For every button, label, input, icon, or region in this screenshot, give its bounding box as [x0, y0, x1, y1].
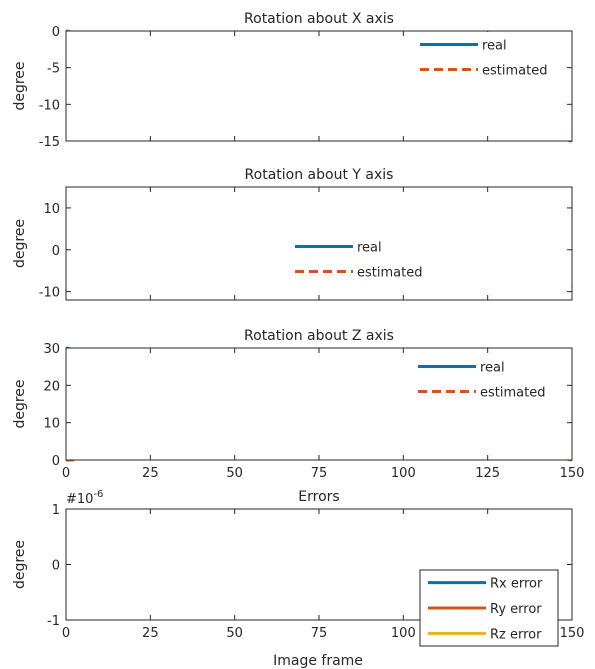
x-tick-label: 75 — [311, 626, 328, 641]
y-tick-label: -10 — [39, 98, 60, 113]
x-tick-label: 50 — [226, 466, 243, 481]
x-tick-label: 0 — [62, 466, 70, 481]
legend-label: Ry error — [490, 602, 542, 617]
x-tick-label: 50 — [226, 626, 243, 641]
y-tick-label: 10 — [43, 202, 60, 217]
exponent-power: -6 — [93, 489, 103, 500]
legend-label: estimated — [357, 266, 422, 281]
legend-label: Rx error — [490, 577, 543, 592]
y-tick-label: 1 — [52, 503, 60, 518]
x-tick-label: 25 — [142, 626, 159, 641]
y-tick-label: -5 — [47, 62, 60, 77]
x-axis-label: Image frame — [273, 653, 363, 669]
legend-label: Rz error — [490, 627, 542, 642]
legend-label: estimated — [480, 386, 545, 401]
y-exponent-label: #10-6 — [66, 489, 103, 507]
y-tick-label: 0 — [52, 454, 60, 469]
legend-box — [412, 32, 562, 82]
legend: real estimated — [410, 354, 562, 404]
x-tick-label: 150 — [560, 466, 585, 481]
legend: Rx error Ry error Rz error — [419, 569, 559, 647]
chart-title: Errors — [298, 489, 339, 505]
chart-panel-4: 0255075100125150-101Errorsdegree#10-6Rx … — [12, 489, 585, 647]
y-tick-label: 20 — [43, 379, 60, 394]
y-tick-label: -15 — [39, 135, 60, 150]
x-tick-label: 75 — [311, 466, 328, 481]
chart-title: Rotation about Z axis — [244, 328, 394, 344]
legend-label: real — [357, 241, 382, 256]
x-tick-label: 100 — [391, 626, 416, 641]
y-tick-label: 30 — [43, 342, 60, 357]
chart-panel-2: -10 0 10 Rotation about Y axis degree real est… — [12, 167, 573, 301]
legend-label: real — [482, 39, 507, 54]
chart-panel-3: 0 25 50 75 100 125 150 0 10 20 30 Rotation about Z … — [12, 328, 584, 481]
y-axis-label: degree — [12, 219, 28, 268]
chart-title: Rotation about Y axis — [245, 167, 394, 183]
x-tick-label: 0 — [62, 626, 70, 641]
y-axis-label: degree — [12, 379, 28, 428]
legend: real estimated — [412, 32, 562, 82]
y-tick-label: 0 — [52, 25, 60, 40]
y-tick-label: -10 — [39, 286, 60, 301]
x-tick-label: 150 — [560, 626, 585, 641]
exponent-base: #10 — [66, 492, 93, 507]
x-tick-label: 25 — [142, 466, 159, 481]
chart-title: Rotation about X axis — [244, 11, 394, 27]
x-tick-label: 100 — [391, 466, 416, 481]
legend-label: estimated — [482, 64, 547, 79]
x-tick-label: 125 — [475, 466, 500, 481]
legend-label: real — [480, 361, 505, 376]
legend: real estimated — [287, 234, 437, 284]
y-axis-label: degree — [12, 540, 28, 589]
y-tick-label: 0 — [52, 559, 60, 574]
chart-panel-1: -15 -10 -5 0 Rotation about X axis degree real… — [12, 11, 573, 150]
y-tick-label: 0 — [52, 244, 60, 259]
legend-box — [410, 354, 562, 404]
y-tick-label: -1 — [47, 614, 60, 629]
y-axis-label: degree — [12, 61, 28, 110]
legend-box — [287, 234, 437, 284]
y-tick-label: 10 — [43, 417, 60, 432]
